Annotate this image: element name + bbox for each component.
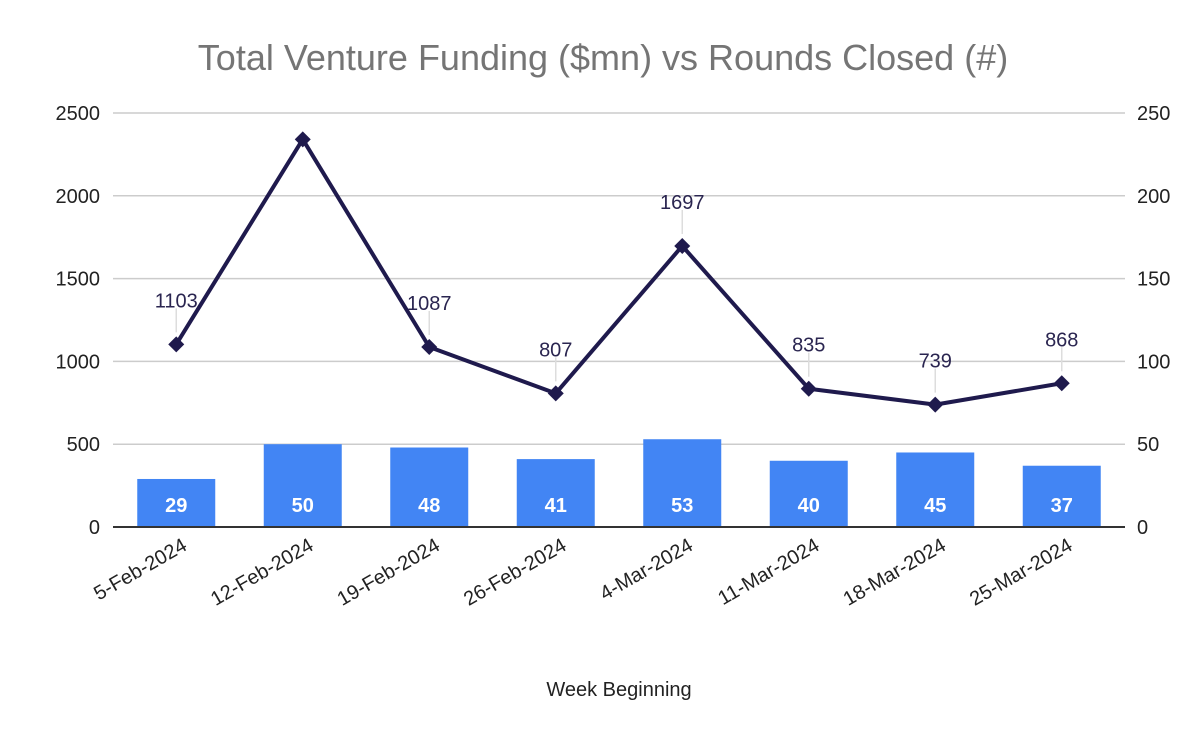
line-value-label: 1087: [407, 293, 452, 315]
right-axis-tick-label: 200: [1137, 186, 1170, 208]
line-value-label: 739: [919, 351, 952, 373]
bar-value-label: 45: [924, 495, 946, 517]
x-axis-tick-label: 5-Feb-2024: [90, 534, 191, 605]
x-axis-tick-label: 4-Mar-2024: [596, 534, 697, 605]
line-value-label: 1697: [660, 192, 705, 214]
chart-title: Total Venture Funding ($mn) vs Rounds Cl…: [198, 37, 1008, 78]
line-point-marker: [1053, 375, 1070, 392]
right-axis-ticks: 0 50 100 150 200 250: [1137, 103, 1170, 539]
bar-value-label: 29: [165, 495, 187, 517]
bar-value-label: 37: [1051, 495, 1073, 517]
left-axis-tick-label: 2500: [56, 103, 101, 125]
bar: [1022, 465, 1101, 527]
series-line: [174, 137, 1063, 407]
bar-value-label: 53: [671, 495, 693, 517]
line-value-label: 1103: [155, 290, 198, 312]
line-value-label: 835: [792, 335, 825, 357]
left-axis-tick-label: 0: [89, 517, 100, 539]
left-axis-ticks: 0 500 1000 1500 2000 2500: [56, 103, 101, 539]
right-axis-tick-label: 0: [1137, 517, 1148, 539]
x-axis-tick-label: 11-Mar-2024: [714, 534, 823, 610]
x-axis-tick-label: 25-Mar-2024: [966, 534, 1076, 610]
x-axis-tick-label: 18-Mar-2024: [840, 534, 950, 610]
bar: [390, 447, 469, 527]
line-point-marker: [927, 396, 944, 413]
bar: [137, 478, 216, 527]
left-axis-tick-label: 1000: [56, 351, 101, 373]
line-point-marker: [800, 380, 817, 397]
x-axis-label: Week Beginning: [546, 679, 691, 701]
bar-value-label: 48: [418, 495, 440, 517]
line-point-marker: [421, 338, 438, 355]
x-axis-tick-label: 19-Feb-2024: [334, 534, 444, 610]
left-axis-tick-label: 1500: [56, 269, 101, 291]
line-point-marker: [168, 336, 185, 353]
bar: [769, 460, 848, 527]
x-axis-tick-label: 26-Feb-2024: [460, 534, 570, 610]
gridlines: [113, 112, 1125, 445]
bar: [643, 439, 722, 527]
right-axis-tick-label: 50: [1137, 434, 1159, 456]
left-axis-tick-label: 500: [67, 434, 100, 456]
line-point-marker: [674, 237, 691, 254]
bar: [896, 452, 975, 527]
line-series: 1103 1087 807 1697 835 739 868: [155, 131, 1078, 413]
right-axis-tick-label: 150: [1137, 269, 1170, 291]
bar-value-label: 40: [798, 495, 820, 517]
line-point-marker: [547, 385, 564, 402]
right-axis-tick-label: 100: [1137, 351, 1170, 373]
x-axis-tick-label: 12-Feb-2024: [207, 534, 317, 610]
left-axis-tick-label: 2000: [56, 186, 101, 208]
bar: [516, 459, 595, 527]
bar: [263, 444, 342, 527]
bar-value-label: 41: [545, 495, 567, 517]
bar-series: 29 50 48 41 53 40 45 37: [137, 439, 1101, 527]
line-point-marker: [294, 131, 311, 148]
right-axis-tick-label: 250: [1137, 103, 1170, 125]
line-value-label: 807: [539, 339, 572, 361]
bar-value-label: 50: [292, 495, 314, 517]
line-value-label: 868: [1045, 329, 1078, 351]
x-axis-ticks: 5-Feb-2024 12-Feb-2024 19-Feb-2024 26-Feb-2…: [90, 534, 1076, 610]
